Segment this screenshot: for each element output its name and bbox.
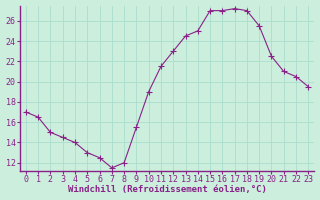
X-axis label: Windchill (Refroidissement éolien,°C): Windchill (Refroidissement éolien,°C) <box>68 185 267 194</box>
